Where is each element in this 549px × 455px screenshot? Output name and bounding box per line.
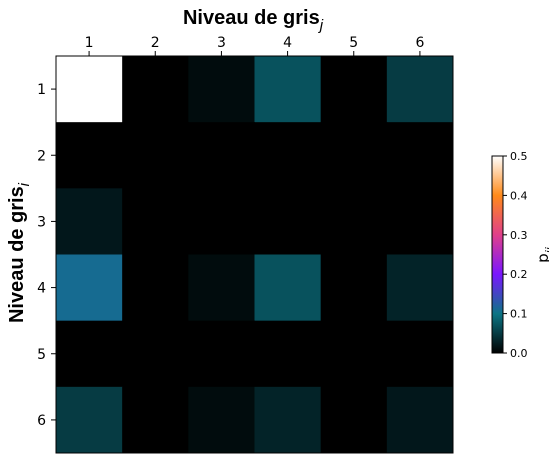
heatmap-cell-r1-c3: [188, 56, 255, 123]
heatmap-cell-r4-c5: [320, 254, 388, 322]
heatmap-cell-r3-c2: [122, 188, 189, 255]
heatmap-cell-r2-c6: [386, 122, 454, 189]
y-tick-label: 1: [37, 82, 46, 98]
colorbar-ticks: 0.0 0.1 0.2 0.3 0.4 0.5: [503, 150, 528, 360]
heatmap-cell-r3-c6: [386, 188, 454, 255]
x-axis-title: Niveau de grisj: [183, 7, 324, 34]
y-tick-label: 5: [37, 347, 46, 363]
heatmap-cell-r4-c4: [254, 254, 322, 322]
heatmap-cell-r3-c3: [188, 188, 255, 255]
colorbar-tick-label: 0.4: [510, 189, 528, 202]
heatmap-cell-r4-c6: [386, 254, 454, 322]
x-axis-ticks: 1 2 3 4 5 6: [85, 35, 424, 56]
colorbar-label: pij: [534, 246, 549, 263]
colorbar: 0.0 0.1 0.2 0.3 0.4 0.5 pij: [491, 150, 549, 360]
heatmap-cell-r6-c2: [122, 386, 189, 454]
heatmap-cell-r5-c1: [56, 320, 123, 388]
colorbar-tick-label: 0.1: [510, 308, 528, 321]
x-tick-label: 6: [415, 35, 424, 51]
heatmap-cell-r6-c5: [320, 386, 388, 454]
heatmap-cell-r1-c1: [56, 56, 123, 123]
colorbar-tick-label: 0.3: [510, 229, 528, 242]
heatmap-cell-r2-c3: [188, 122, 255, 189]
x-axis-title-main: Niveau de gris: [183, 7, 320, 29]
heatmap-cell-r5-c2: [122, 320, 189, 388]
y-tick-label: 4: [37, 281, 46, 297]
heatmap-cell-r2-c2: [122, 122, 189, 189]
heatmap-cell-r5-c6: [386, 320, 454, 388]
colorbar-label-main: p: [534, 253, 549, 263]
heatmap-cell-r3-c5: [320, 188, 388, 255]
y-axis-title-main: Niveau de gris: [6, 186, 28, 323]
heatmap-cell-r6-c3: [188, 386, 255, 454]
heatmap-cell-r3-c4: [254, 188, 322, 255]
x-tick-label: 5: [349, 35, 358, 51]
plot-frame: [55, 55, 454, 454]
heatmap-cell-r5-c5: [320, 320, 388, 388]
heatmap-cell-r6-c4: [254, 386, 322, 454]
heatmap-cell-r1-c6: [386, 56, 454, 123]
heatmap-cell-r1-c4: [254, 56, 322, 123]
heatmap-cell-r4-c3: [188, 254, 255, 322]
heatmap-cells: [56, 56, 454, 454]
x-tick-label: 3: [217, 35, 226, 51]
heatmap-cell-r2-c4: [254, 122, 322, 189]
x-tick-label: 4: [283, 35, 292, 51]
y-tick-label: 6: [37, 413, 46, 429]
x-axis-title-subscript: j: [318, 17, 324, 34]
colorbar-tick-label: 0.5: [510, 150, 528, 163]
x-tick-label: 1: [85, 35, 94, 51]
heatmap-cell-r4-c1: [56, 254, 123, 322]
y-axis-title-subscript: i: [16, 182, 33, 186]
colorbar-tick-label: 0.0: [510, 347, 528, 360]
colorbar-label-subscript: ij: [543, 246, 549, 253]
heatmap-cell-r6-c6: [386, 386, 454, 454]
heatmap-cell-r2-c5: [320, 122, 388, 189]
heatmap-cell-r5-c3: [188, 320, 255, 388]
heatmap-cell-r6-c1: [56, 386, 123, 454]
heatmap-cell-r3-c1: [56, 188, 123, 255]
y-axis-ticks: 1 2 3 4 5 6: [37, 82, 56, 429]
heatmap-cell-r4-c2: [122, 254, 189, 322]
heatmap-cell-r1-c5: [320, 56, 388, 123]
colorbar-scale: [491, 155, 504, 354]
heatmap-cell-r5-c4: [254, 320, 322, 388]
colorbar-tick-label: 0.2: [510, 268, 528, 281]
y-tick-label: 3: [37, 214, 46, 230]
heatmap-cell-r2-c1: [56, 122, 123, 189]
x-tick-label: 2: [151, 35, 160, 51]
heatmap-cell-r1-c2: [122, 56, 189, 123]
y-tick-label: 2: [37, 148, 46, 164]
y-axis-title: Niveau de grisi: [6, 182, 33, 323]
